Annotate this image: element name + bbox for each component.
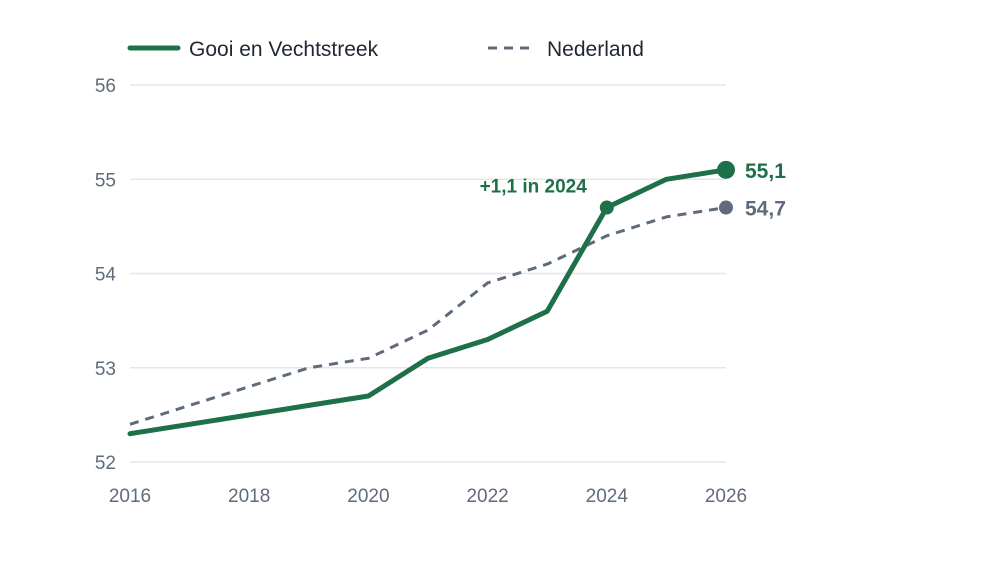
x-tick-label: 2016	[109, 486, 151, 507]
x-axis-ticks: 2016 2018 2020 2022 2024 2026	[109, 486, 747, 507]
gridlines	[130, 84, 726, 463]
annotation-text: +1,1 in 2024	[480, 177, 588, 198]
annotation-marker	[599, 200, 614, 215]
x-tick-label: 2018	[228, 486, 270, 507]
end-labels: 55,1 54,7	[745, 160, 786, 221]
series-lines	[127, 167, 729, 437]
x-tick-label: 2022	[466, 486, 508, 507]
series-line-nederland	[129, 206, 727, 426]
x-tick-label: 2024	[586, 486, 629, 507]
y-tick-label: 54	[95, 265, 117, 286]
series-markers	[599, 160, 735, 215]
x-tick-label: 2026	[705, 486, 747, 507]
end-value-label: 54,7	[745, 198, 786, 221]
y-axis-ticks: 52 53 54 55 56	[95, 76, 117, 474]
y-tick-label: 55	[95, 170, 116, 191]
legend-label: Nederland	[547, 38, 644, 61]
series-line-gooi-en-vechtstreek	[127, 167, 729, 437]
end-value-label: 55,1	[745, 160, 786, 183]
end-marker	[717, 160, 735, 179]
legend: Gooi en Vechtstreek Nederland	[127, 38, 644, 61]
legend-label: Gooi en Vechtstreek	[189, 38, 379, 61]
end-marker	[719, 200, 733, 215]
y-tick-label: 53	[95, 359, 116, 380]
y-tick-label: 56	[95, 76, 116, 97]
x-tick-label: 2020	[347, 486, 389, 507]
y-tick-label: 52	[95, 453, 116, 474]
